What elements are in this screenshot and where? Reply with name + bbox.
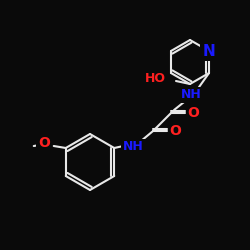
Text: O: O (38, 136, 50, 150)
Text: HO: HO (145, 72, 166, 86)
Text: N: N (203, 44, 215, 59)
Text: NH: NH (123, 140, 144, 153)
Text: NH: NH (181, 88, 202, 102)
Text: O: O (169, 124, 181, 138)
Text: O: O (187, 106, 199, 120)
